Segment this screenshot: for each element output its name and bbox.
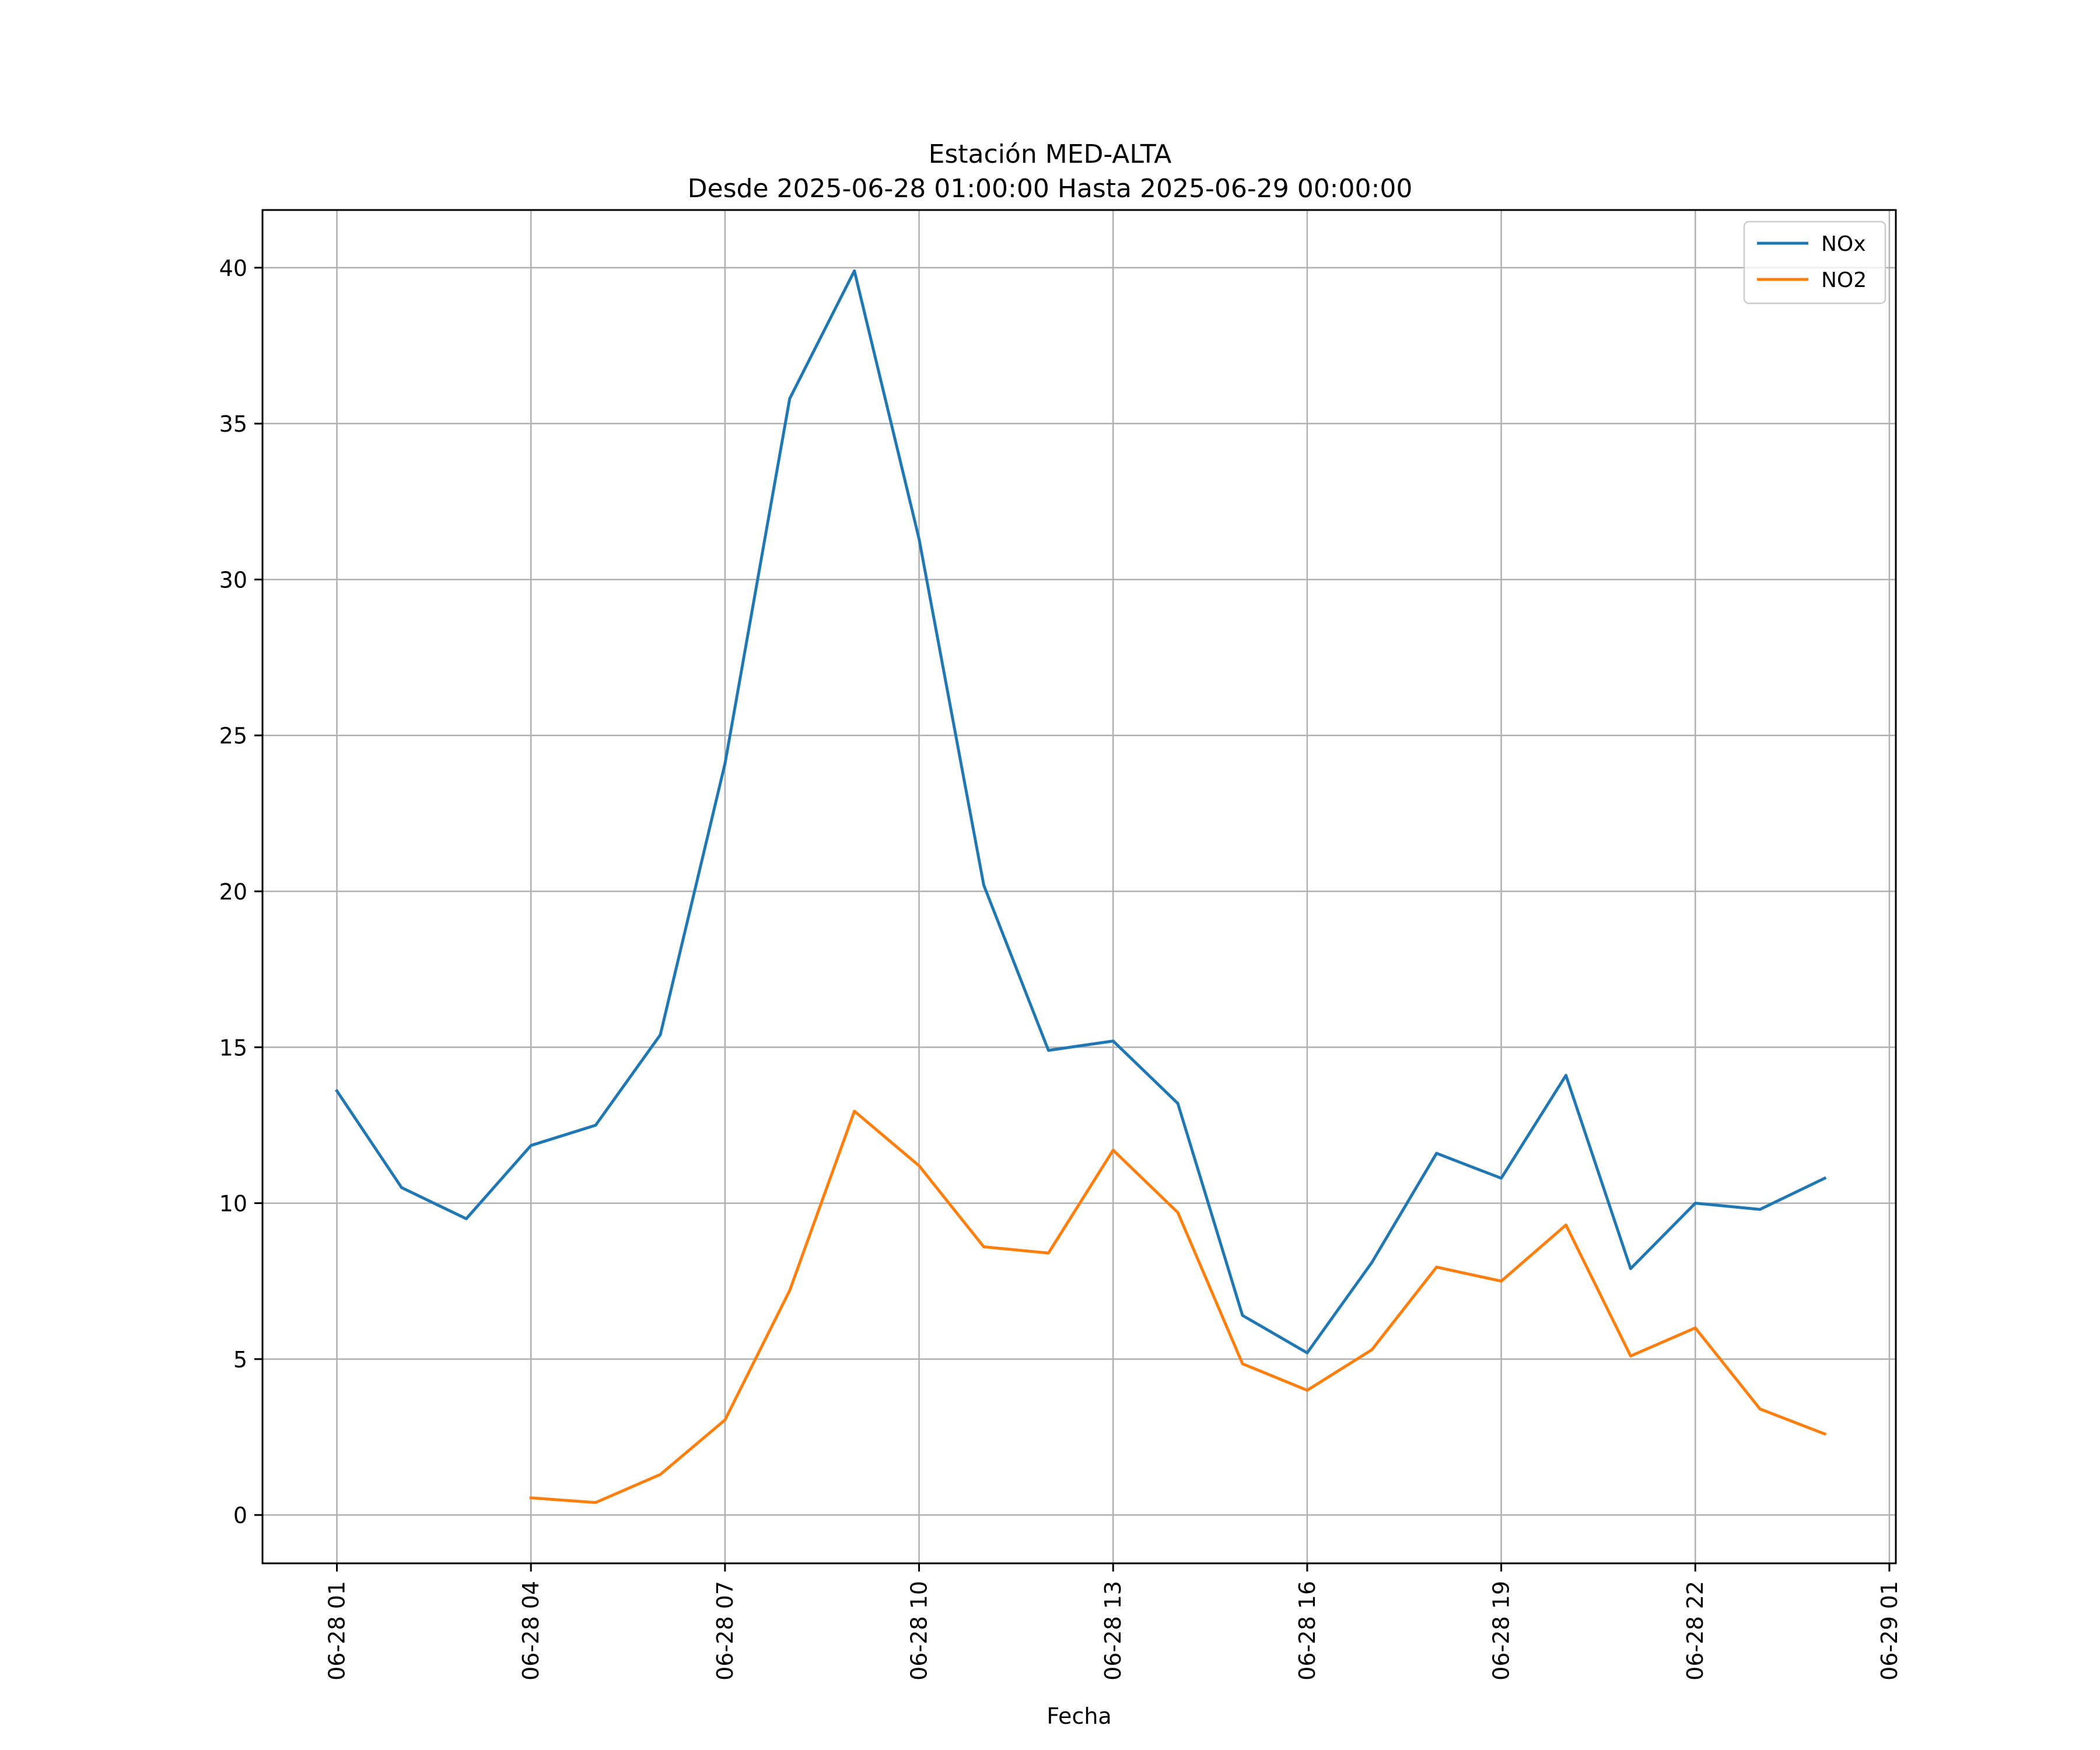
series-lines — [335, 269, 1827, 1504]
y-tick-label: 5 — [233, 1347, 247, 1373]
x-tick-label: 06-28 01 — [324, 1581, 350, 1681]
y-tick-label: 25 — [219, 723, 247, 749]
x-tick-label: 06-28 22 — [1682, 1581, 1708, 1681]
x-tick-label: 06-28 19 — [1489, 1581, 1514, 1681]
chart-title: Estación MED-ALTA — [929, 139, 1172, 169]
x-axis-label: Fecha — [1046, 1703, 1111, 1729]
x-tick-label: 06-29 01 — [1877, 1581, 1902, 1681]
legend-label-nox: NOx — [1821, 232, 1866, 256]
x-tick-label: 06-28 13 — [1100, 1581, 1126, 1681]
series-line-nox — [335, 269, 1827, 1354]
x-tick-label: 06-28 07 — [712, 1581, 738, 1681]
chart-subtitle: Desde 2025-06-28 01:00:00 Hasta 2025-06-… — [688, 174, 1413, 204]
x-tick-label: 06-28 10 — [907, 1581, 932, 1681]
y-tick-label: 30 — [219, 567, 247, 593]
y-tick-label: 40 — [219, 256, 247, 281]
series-line-no2 — [529, 1110, 1827, 1504]
y-tick-label: 20 — [219, 879, 247, 905]
axis-ticks: 06-28 01 06-28 04 06-28 07 06-28 10 06-28 13… — [219, 256, 1902, 1681]
y-tick-label: 15 — [219, 1035, 247, 1060]
plot-frame — [261, 209, 1897, 1564]
x-tick-label: 06-28 16 — [1294, 1581, 1320, 1681]
y-tick-label: 35 — [219, 411, 247, 437]
y-tick-label: 0 — [233, 1503, 247, 1528]
grid-lines — [262, 210, 1896, 1563]
y-tick-label: 10 — [219, 1191, 247, 1217]
legend: NOx NO2 — [1743, 220, 1887, 304]
x-tick-label: 06-28 04 — [518, 1581, 544, 1681]
legend-label-no2: NO2 — [1821, 268, 1867, 292]
